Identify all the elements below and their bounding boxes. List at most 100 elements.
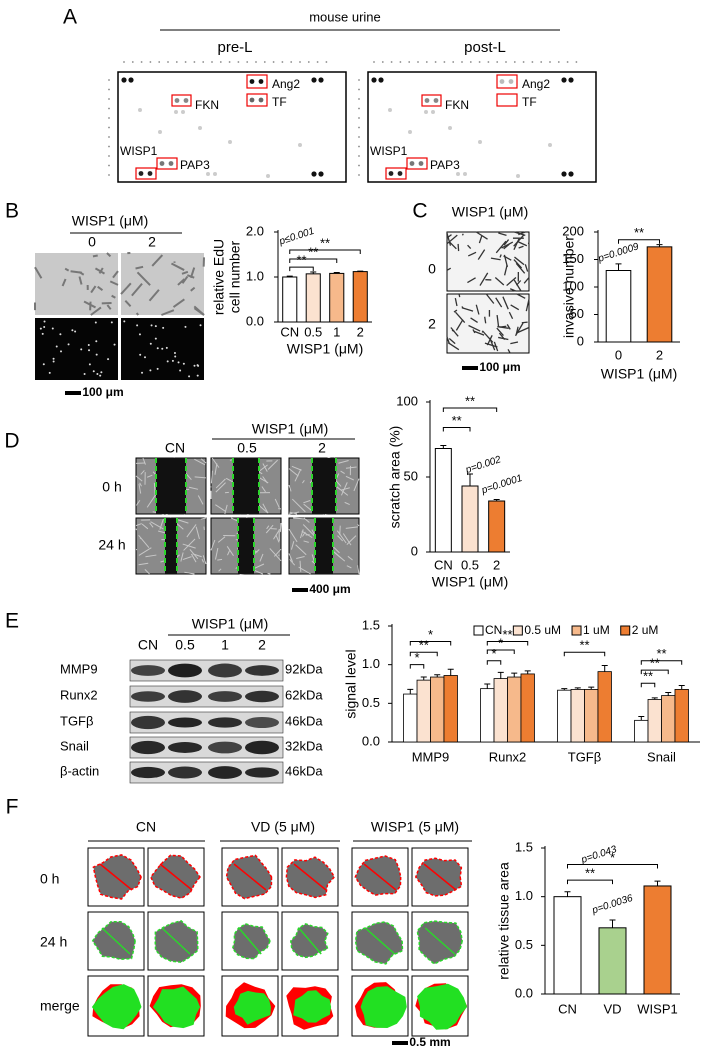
- micrograph-texture: [484, 316, 487, 324]
- blot-strip: [129, 736, 284, 759]
- micrograph-texture: [211, 457, 220, 468]
- micrograph-texture: [288, 528, 298, 543]
- x-tick-label: Snail: [647, 749, 676, 764]
- array-index: [469, 61, 472, 63]
- dose-label: 2: [148, 234, 156, 250]
- blot-band: [168, 766, 202, 779]
- micrograph-texture: [478, 235, 483, 244]
- micrograph-texture: [498, 232, 507, 236]
- legend-label: 2 uM: [632, 623, 659, 637]
- array-membrane: [367, 71, 597, 183]
- y-tick-label: 0.0: [362, 733, 380, 748]
- micrograph-texture: [189, 486, 199, 490]
- micrograph-texture: [111, 294, 116, 299]
- micrograph-texture: [60, 350, 63, 353]
- array-index: [281, 61, 284, 63]
- micrograph-texture: [449, 241, 457, 250]
- micrograph-texture: [266, 525, 270, 530]
- blot-band: [245, 767, 279, 778]
- array-spot: [298, 143, 302, 147]
- highlight-box: [246, 74, 268, 89]
- array-spot: [174, 98, 180, 103]
- micrograph-texture: [253, 569, 263, 575]
- legend-label: 0.5 uM: [524, 623, 561, 637]
- error-bar: [420, 676, 427, 681]
- x-axis-label: WISP1 (μM): [601, 366, 678, 382]
- micrograph-texture: [265, 524, 274, 534]
- micrograph-texture: [215, 478, 226, 489]
- bar: [520, 673, 535, 743]
- spot-label: PAP3: [180, 158, 210, 172]
- array-spot: [448, 126, 452, 130]
- micrograph-texture: [92, 370, 95, 373]
- micrograph-texture: [479, 272, 489, 286]
- micrograph-texture: [346, 535, 357, 545]
- micrograph-texture: [490, 257, 501, 261]
- array-spot: [397, 171, 403, 176]
- error-bar: [609, 919, 616, 928]
- significance-bracket: [640, 669, 669, 675]
- micrograph-texture: [156, 347, 159, 350]
- array-spot: [249, 97, 255, 103]
- micrograph-texture: [446, 234, 458, 245]
- micrograph-texture: [52, 357, 55, 360]
- diameter-arrow: [99, 863, 133, 891]
- micrograph-texture: [120, 282, 132, 295]
- micrograph-texture: [145, 554, 157, 558]
- bar: [493, 678, 508, 743]
- array-index: [108, 145, 110, 148]
- tissue: [233, 990, 271, 1025]
- array-spot: [508, 79, 514, 84]
- micrograph-texture: [154, 325, 157, 328]
- panel-letter: A: [63, 6, 77, 29]
- y-axis-label: scratch area (%): [387, 426, 403, 529]
- array-index: [575, 61, 578, 63]
- significance-label: **: [502, 627, 512, 642]
- micrograph-texture: [183, 538, 196, 551]
- micrograph-texture: [467, 244, 472, 249]
- micrograph-texture: [517, 241, 528, 247]
- micrograph-texture: [332, 550, 346, 562]
- time-label: 24 h: [98, 537, 125, 553]
- micrograph-texture: [80, 348, 83, 351]
- significance-label: *: [414, 650, 419, 665]
- micrograph-texture: [295, 544, 307, 556]
- significance-bracket: [567, 879, 613, 885]
- micrograph-texture: [472, 329, 476, 334]
- highlight-box: [496, 93, 518, 107]
- legend-swatch: [620, 625, 631, 636]
- micrograph-texture: [173, 352, 176, 355]
- array-index: [381, 61, 384, 63]
- micrograph-texture: [123, 320, 126, 323]
- significance-label: **: [579, 638, 589, 653]
- array-index: [505, 61, 507, 63]
- micrograph-texture: [144, 569, 150, 575]
- micrograph-texture: [96, 372, 99, 375]
- bar: [605, 270, 632, 343]
- scale-label: 400 μm: [309, 582, 350, 596]
- micrograph-texture: [186, 524, 197, 538]
- array-header: mouse urine: [309, 9, 381, 24]
- significance-bracket: [289, 258, 338, 263]
- array-index: [390, 61, 393, 63]
- array-spot: [249, 79, 255, 84]
- significance-bracket: [442, 407, 498, 412]
- diameter-arrow: [298, 927, 322, 955]
- error-bar: [511, 672, 518, 678]
- micrograph-texture: [311, 529, 315, 535]
- micrograph-texture: [275, 534, 280, 543]
- blot-band: [208, 663, 242, 678]
- micrograph-texture: [506, 324, 511, 330]
- x-tick-label: 0: [615, 347, 622, 362]
- array-index: [167, 61, 169, 63]
- micrograph-texture: [288, 468, 299, 477]
- x-tick-label: TGFβ: [568, 749, 601, 764]
- array-index: [358, 174, 360, 176]
- significance-label: **: [320, 235, 330, 250]
- protein-label: Snail: [60, 738, 89, 753]
- micrograph-texture: [109, 280, 119, 286]
- micrograph-texture: [71, 329, 74, 332]
- array-index: [175, 61, 178, 63]
- panel-letter: B: [5, 200, 19, 223]
- micrograph-texture: [59, 333, 62, 336]
